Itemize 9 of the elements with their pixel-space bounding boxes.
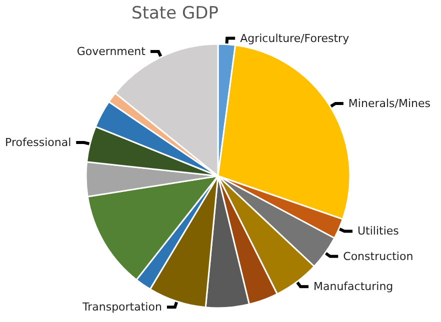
slice-label: Utilities [357, 224, 400, 238]
chart-title: State GDP [132, 4, 218, 24]
slice-label: Agriculture/Forestry [240, 32, 350, 45]
slice-label: Manufacturing [314, 280, 394, 294]
slice-label: Construction [343, 250, 414, 263]
slice-label: Government [76, 45, 146, 58]
slice-label: Minerals/Mines [348, 97, 431, 110]
slice-label: Professional [5, 136, 72, 150]
slice-label: Transportation [82, 300, 162, 314]
